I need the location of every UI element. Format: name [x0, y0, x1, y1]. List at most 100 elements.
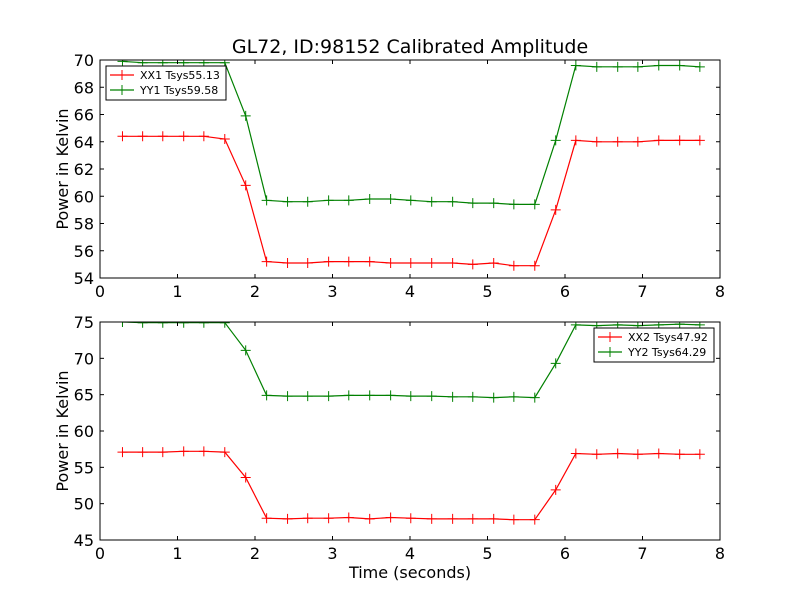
y-tick-label: 54: [74, 269, 94, 288]
data-point: [632, 136, 643, 147]
data-point: [219, 134, 230, 145]
legend-marker: [117, 85, 127, 95]
data-point: [529, 199, 540, 210]
data-point: [447, 391, 458, 402]
data-point: [364, 256, 375, 267]
x-tick-label: 2: [250, 282, 260, 301]
x-tick-label: 4: [405, 544, 415, 563]
data-point: [157, 447, 168, 458]
legend-marker: [605, 347, 615, 357]
data-point: [198, 446, 209, 457]
legend-box: [105, 65, 227, 101]
data-point: [508, 391, 519, 402]
y-tick-label: 62: [74, 160, 94, 179]
data-point: [529, 260, 540, 271]
data-point: [261, 513, 272, 524]
data-point: [261, 195, 272, 206]
data-point: [447, 513, 458, 524]
data-point: [570, 135, 581, 146]
legend-label: XX2 Tsys47.92: [628, 331, 708, 344]
data-point: [405, 195, 416, 206]
data-point: [343, 256, 354, 267]
data-point: [447, 196, 458, 207]
data-point: [426, 391, 437, 402]
data-point: [467, 198, 478, 209]
x-tick-label: 0: [95, 282, 105, 301]
data-point: [343, 390, 354, 401]
y-tick-label: 58: [74, 215, 94, 234]
data-point: [426, 258, 437, 269]
data-point: [302, 513, 313, 524]
data-point: [550, 358, 561, 369]
data-point: [426, 513, 437, 524]
data-point: [385, 258, 396, 269]
data-point: [488, 258, 499, 269]
data-point: [385, 193, 396, 204]
data-point: [117, 131, 128, 142]
x-tick-label: 7: [637, 544, 647, 563]
data-point: [178, 322, 189, 328]
data-point: [674, 60, 685, 71]
data-point: [117, 447, 128, 458]
data-point: [488, 513, 499, 524]
y-tick-label: 70: [74, 349, 94, 368]
data-point: [467, 259, 478, 270]
data-point: [570, 60, 581, 71]
data-point: [178, 131, 189, 142]
data-point: [117, 322, 128, 327]
data-point: [674, 135, 685, 146]
data-point: [302, 196, 313, 207]
x-tick-label: 8: [715, 282, 725, 301]
x-axis-label: Time (seconds): [348, 563, 471, 582]
y-tick-label: 60: [74, 422, 94, 441]
x-tick-label: 4: [405, 282, 415, 301]
y-tick-label: 55: [74, 458, 94, 477]
x-tick-label: 1: [172, 544, 182, 563]
data-point: [570, 322, 581, 330]
data-point: [385, 390, 396, 401]
data-point: [117, 60, 128, 67]
data-point: [364, 513, 375, 524]
data-point: [323, 513, 334, 524]
legend: XX2 Tsys47.92 YY2 Tsys64.29: [593, 327, 715, 363]
data-point: [282, 513, 293, 524]
data-point: [694, 449, 705, 460]
data-point: [240, 180, 251, 191]
data-point: [323, 195, 334, 206]
x-tick-label: 1: [172, 282, 182, 301]
data-point: [550, 204, 561, 215]
data-point: [653, 448, 664, 459]
data-point: [198, 322, 209, 328]
series-1: [117, 131, 705, 271]
data-point: [323, 256, 334, 267]
x-tick-label: 3: [327, 544, 337, 563]
x-tick-label: 0: [95, 544, 105, 563]
data-point: [405, 513, 416, 524]
data-point: [694, 61, 705, 72]
series-2: [117, 60, 705, 210]
data-point: [302, 391, 313, 402]
data-point: [343, 195, 354, 206]
series-1: [117, 446, 705, 525]
data-point: [364, 193, 375, 204]
data-point: [632, 61, 643, 72]
data-point: [198, 131, 209, 142]
data-point: [591, 136, 602, 147]
data-point: [653, 60, 664, 71]
data-point: [508, 199, 519, 210]
data-point: [219, 322, 230, 328]
data-point: [261, 390, 272, 401]
legend-box: [593, 327, 715, 363]
x-tick-label: 7: [637, 282, 647, 301]
data-point: [612, 136, 623, 147]
chart-title: GL72, ID:98152 Calibrated Amplitude: [232, 36, 588, 58]
data-point: [447, 258, 458, 269]
y-tick-label: 65: [74, 386, 94, 405]
legend-label: XX1 Tsys55.13: [140, 69, 220, 82]
x-tick-label: 3: [327, 282, 337, 301]
data-point: [529, 514, 540, 525]
data-point: [282, 196, 293, 207]
